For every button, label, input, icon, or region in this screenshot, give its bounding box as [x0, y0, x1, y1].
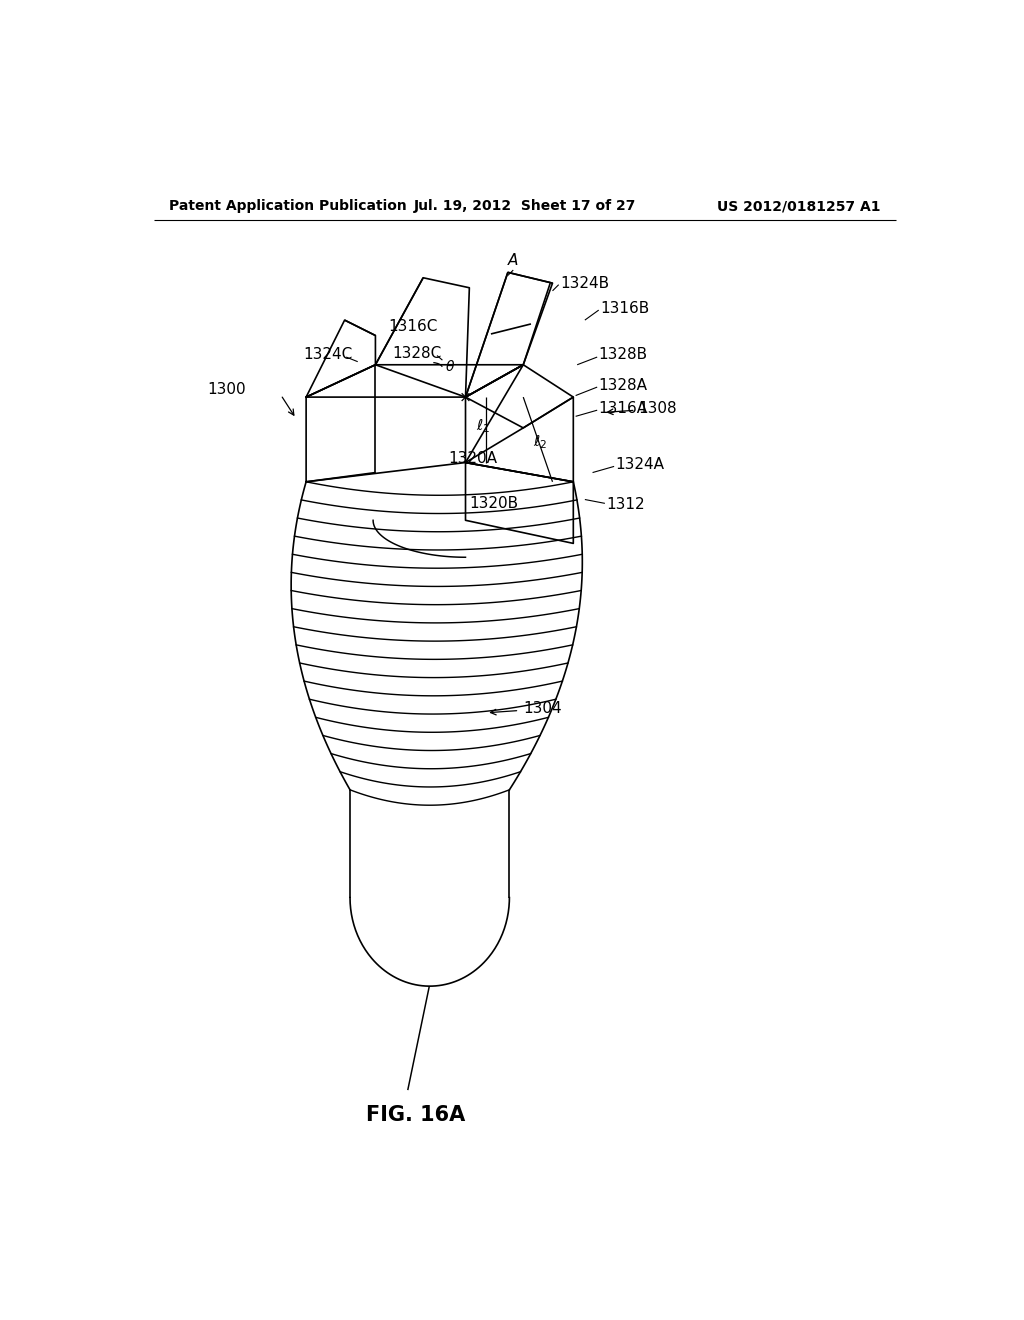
Text: 1308: 1308 [639, 401, 678, 416]
Text: 1320A: 1320A [449, 451, 498, 466]
Text: US 2012/0181257 A1: US 2012/0181257 A1 [717, 199, 881, 213]
Text: 1324B: 1324B [560, 276, 609, 290]
Text: Patent Application Publication: Patent Application Publication [169, 199, 407, 213]
Text: 1324C: 1324C [304, 347, 353, 362]
Text: $\theta$: $\theta$ [444, 359, 455, 374]
Text: 1300: 1300 [208, 381, 246, 397]
Text: Jul. 19, 2012  Sheet 17 of 27: Jul. 19, 2012 Sheet 17 of 27 [414, 199, 636, 213]
Text: 1320B: 1320B [469, 496, 518, 511]
Text: $\ell_1$: $\ell_1$ [476, 417, 490, 436]
Text: $\ell_2$: $\ell_2$ [534, 433, 547, 450]
Text: 1324A: 1324A [615, 457, 665, 473]
Text: 1304: 1304 [523, 701, 562, 717]
Text: 1316B: 1316B [600, 301, 649, 315]
Text: FIG. 16A: FIG. 16A [366, 1105, 465, 1125]
Text: 1316A: 1316A [599, 401, 648, 416]
Text: 1328B: 1328B [599, 347, 648, 362]
Text: 1328C: 1328C [392, 346, 441, 362]
Text: A: A [508, 252, 518, 268]
Text: 1328A: 1328A [599, 378, 648, 393]
Text: 1316C: 1316C [388, 318, 438, 334]
Text: 1312: 1312 [606, 498, 645, 512]
